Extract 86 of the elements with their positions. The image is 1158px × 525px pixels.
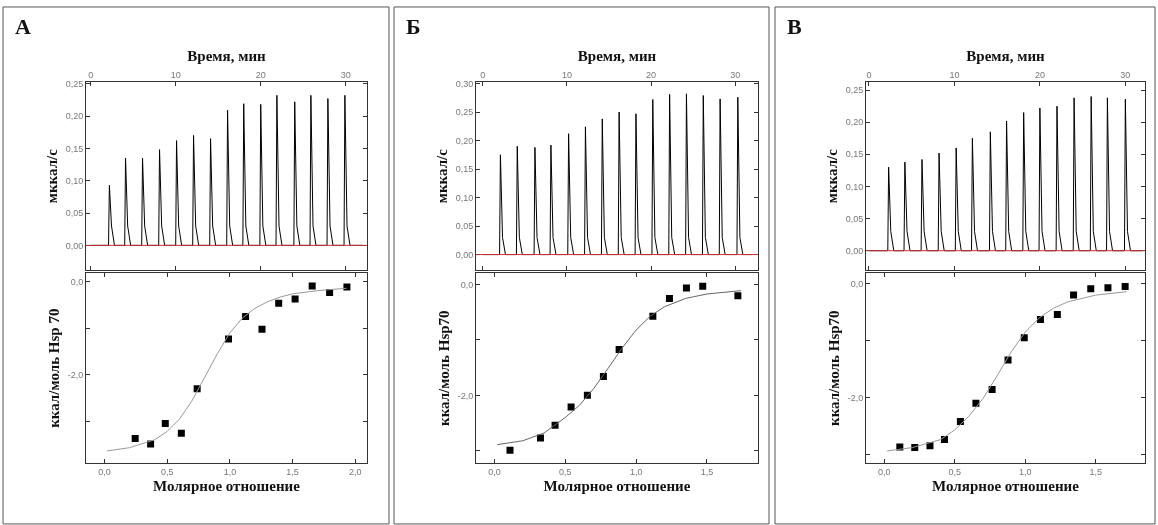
- y-tick-label: -2,0: [847, 392, 864, 403]
- y-axis-title: ккал/моль Hsp 70: [45, 308, 62, 428]
- y-axis-title: ккал/моль Hsp70: [435, 310, 452, 426]
- y-axis-title: ккал/моль Hsp70: [825, 310, 842, 426]
- x-tick-label: 1,5: [286, 467, 299, 478]
- point: [699, 282, 707, 290]
- x-tick-label: 0,0: [488, 467, 501, 478]
- y-tick-label: 0,20: [845, 117, 864, 128]
- point: [131, 434, 139, 442]
- point: [1087, 285, 1095, 293]
- x-tick-label: 10: [561, 69, 572, 80]
- x-tick-label: 1,0: [223, 467, 237, 478]
- point: [1053, 310, 1061, 318]
- y-tick-label: 0,00: [65, 240, 84, 251]
- y-tick-label: 0,15: [455, 164, 474, 175]
- x-axis-title: Молярное отношение: [543, 478, 691, 495]
- x-axis-title: Молярное отношение: [153, 478, 301, 495]
- chart-title: А: [15, 14, 31, 39]
- y-tick-label: 0,05: [845, 213, 864, 224]
- x-tick-label: 20: [1034, 69, 1045, 80]
- y-tick-label: 0,15: [65, 143, 84, 154]
- x-tick-label: 20: [646, 69, 657, 80]
- point: [1070, 291, 1078, 299]
- y-tick-label: 0,05: [65, 208, 84, 219]
- y-tick-label: 0,10: [845, 181, 864, 192]
- x-axis-title: Время, мин: [577, 48, 657, 65]
- chart-title: В: [787, 14, 802, 39]
- y-tick-label: 0,00: [845, 245, 864, 256]
- point: [308, 282, 316, 290]
- y-tick-label: 0,0: [850, 278, 864, 289]
- point: [258, 325, 266, 333]
- point: [988, 386, 996, 394]
- x-tick-label: 0,5: [160, 467, 174, 478]
- point: [506, 446, 514, 454]
- x-tick-label: 30: [1120, 69, 1131, 80]
- point: [1121, 283, 1129, 291]
- point: [343, 283, 351, 291]
- x-tick-label: 0,0: [878, 467, 891, 478]
- y-tick-label: -2,0: [457, 390, 474, 401]
- x-tick-label: 0,5: [559, 467, 572, 478]
- y-tick-label: 0,15: [845, 149, 864, 160]
- line-series: [496, 290, 742, 446]
- y-axis-title: мккал/с: [43, 148, 60, 204]
- point: [161, 420, 169, 428]
- y-tick-label: 0,10: [455, 192, 474, 203]
- point: [665, 294, 673, 302]
- x-tick-label: 0: [866, 69, 872, 80]
- x-tick-label: 0,5: [948, 467, 962, 478]
- x-tick-label: 1,5: [700, 467, 714, 478]
- chart-title: Б: [406, 14, 421, 39]
- y-tick-label: 0,20: [455, 135, 474, 146]
- x-tick-label: 1,5: [1089, 467, 1102, 478]
- point: [291, 295, 299, 303]
- point: [734, 292, 742, 300]
- y-axis-title: мккал/с: [433, 148, 450, 204]
- y-tick-label: 0,00: [455, 249, 474, 260]
- x-tick-label: 0: [88, 69, 94, 80]
- x-axis-title: Время, мин: [187, 48, 267, 65]
- x-tick-label: 0,0: [98, 467, 111, 478]
- y-axis-title: мккал/с: [823, 148, 840, 204]
- y-tick-label: 0,0: [70, 276, 84, 287]
- y-tick-label: 0,25: [455, 107, 474, 118]
- y-tick-label: 0,0: [460, 279, 474, 290]
- point: [177, 429, 185, 437]
- y-tick-label: 0,25: [845, 85, 864, 96]
- x-tick-label: 1,0: [629, 467, 643, 478]
- x-tick-label: 2,0: [349, 467, 362, 478]
- x-axis-title: Время, мин: [966, 48, 1046, 65]
- y-tick-label: 0,30: [455, 78, 474, 89]
- x-tick-label: 10: [949, 69, 960, 80]
- point: [567, 403, 575, 411]
- y-tick-label: -2,0: [67, 369, 84, 380]
- point: [275, 299, 283, 307]
- x-tick-label: 20: [255, 69, 266, 80]
- y-tick-label: 0,20: [65, 111, 84, 122]
- x-tick-label: 30: [340, 69, 351, 80]
- y-tick-label: 0,10: [65, 175, 84, 186]
- x-tick-label: 10: [170, 69, 181, 80]
- y-tick-label: 0,05: [455, 221, 474, 232]
- point: [682, 284, 690, 292]
- x-axis-title: Молярное отношение: [932, 478, 1080, 495]
- x-tick-label: 30: [730, 69, 741, 80]
- x-tick-label: 1,0: [1018, 467, 1032, 478]
- point: [1104, 284, 1112, 292]
- x-tick-label: 0: [480, 69, 486, 80]
- y-tick-label: 0,25: [65, 78, 84, 89]
